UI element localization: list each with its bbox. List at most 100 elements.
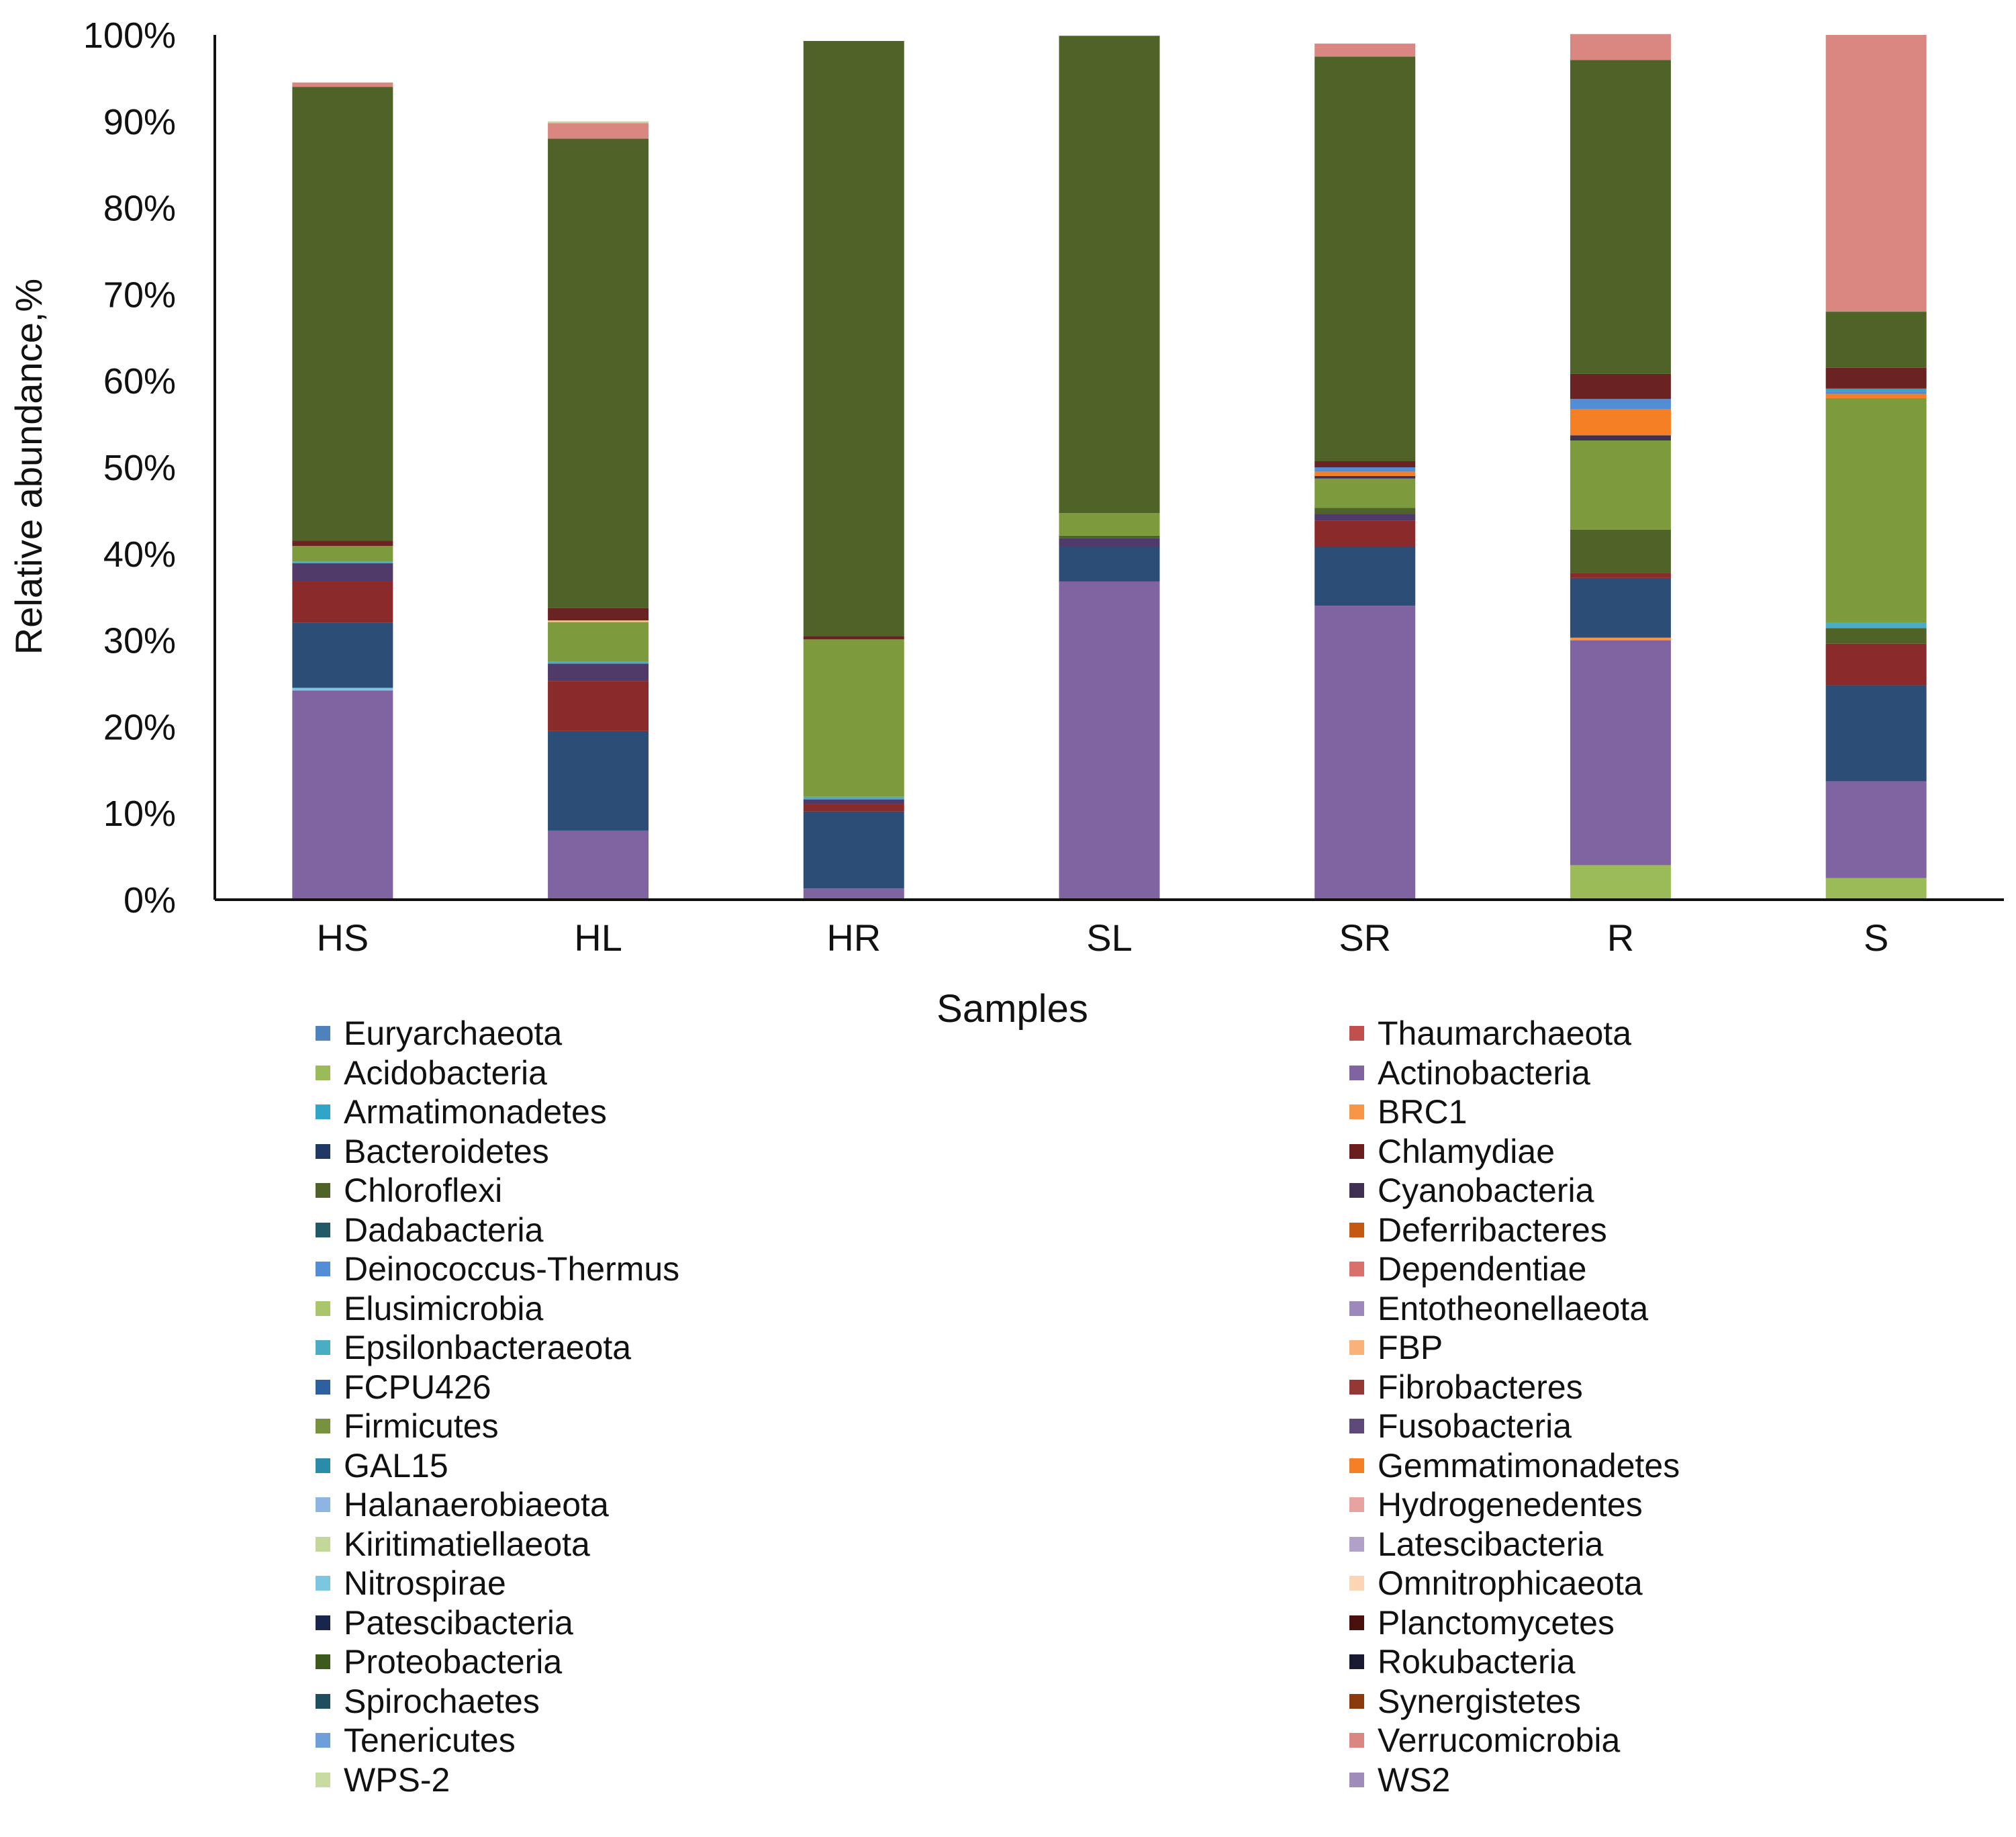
bar-segment-gemmatimonadetes — [1314, 471, 1416, 476]
bar-segment-fusobacteria — [292, 563, 393, 582]
legend-swatch — [316, 1615, 330, 1630]
bar-segment-acidobacteria — [1570, 865, 1671, 900]
legend-swatch — [316, 1497, 330, 1513]
bar-segment-chlamydiae — [1825, 367, 1927, 389]
legend-item: Verrucomicrobia — [1349, 1721, 1680, 1760]
legend-item: Chlamydiae — [1349, 1132, 1680, 1172]
legend-label: Epsilonbacteraeota — [344, 1329, 632, 1367]
legend-item: Nitrospirae — [316, 1564, 679, 1603]
legend-label: Firmicutes — [344, 1407, 499, 1446]
bar-segment-proteobacteria — [803, 41, 904, 637]
bar-stack-s — [1825, 35, 1927, 900]
bar-segment-armatimonadetes — [1825, 388, 1927, 391]
legend-swatch — [316, 1301, 330, 1316]
legend-item: Cyanobacteria — [1349, 1171, 1680, 1211]
bar-segment-bacteroidetes — [1825, 685, 1927, 782]
bar-segment-chlamydiae — [548, 608, 649, 620]
bar-segment-fusobacteria — [548, 663, 649, 681]
legend-label: Dependentiae — [1378, 1250, 1587, 1288]
bar-segment-epsilonbacteraeota — [292, 561, 393, 563]
bar-stack-hl — [548, 121, 649, 900]
y-axis-label: Relative abundance,% — [7, 279, 50, 655]
bar-segment-firmicutes — [1825, 397, 1927, 623]
legend-swatch — [1349, 1458, 1364, 1473]
legend-swatch — [316, 1419, 330, 1434]
bar-segment-bacteroidetes — [292, 622, 393, 688]
bar-segment-bacteroidetes — [548, 731, 649, 831]
legend-swatch — [1349, 1026, 1364, 1041]
legend-label: Proteobacteria — [344, 1643, 563, 1681]
legend-swatch — [316, 1576, 330, 1591]
legend-item: Deferribacteres — [1349, 1211, 1680, 1250]
bar-segment-actinobacteria — [292, 690, 393, 900]
legend-swatch — [316, 1026, 330, 1041]
legend-swatch — [1349, 1301, 1364, 1316]
legend-swatch — [1349, 1576, 1364, 1591]
legend-item: Patescibacteria — [316, 1603, 679, 1643]
bar-segment-actinobacteria — [1825, 781, 1927, 878]
bar-stack-sr — [1314, 43, 1416, 900]
y-tick-label: 70% — [103, 275, 176, 315]
legend-label: Fusobacteria — [1378, 1407, 1572, 1446]
legend-item: Dependentiae — [1349, 1250, 1680, 1289]
legend-label: Cyanobacteria — [1378, 1172, 1594, 1210]
bar-segment-fibrobacteres — [548, 681, 649, 731]
legend-item: Hydrogenedentes — [1349, 1485, 1680, 1525]
legend-swatch — [1349, 1104, 1364, 1120]
bar-segment-firmicutes — [548, 622, 649, 662]
bar-stack-hs — [292, 82, 393, 900]
legend-swatch — [1349, 1693, 1364, 1709]
x-tick-label: HL — [574, 916, 622, 959]
legend: Euryarchaeota Acidobacteria Armatimonadete… — [316, 1014, 1792, 1820]
legend-label: FCPU426 — [344, 1368, 491, 1406]
legend-label: Dadabacteria — [344, 1211, 544, 1249]
legend-item: GAL15 — [316, 1446, 679, 1486]
legend-item: Deinococcus-Thermus — [316, 1250, 679, 1289]
x-tick-label: HR — [826, 916, 881, 959]
legend-item: Spirochaetes — [316, 1682, 679, 1722]
legend-label: Chlamydiae — [1378, 1132, 1555, 1170]
bar-stack-r — [1570, 34, 1671, 900]
legend-swatch — [316, 1379, 330, 1395]
bars-layer — [292, 34, 1927, 900]
legend-label: Actinobacteria — [1378, 1053, 1590, 1092]
legend-item: Halanaerobiaeota — [316, 1485, 679, 1525]
legend-label: Halanaerobiaeota — [344, 1486, 609, 1524]
legend-label: Spirochaetes — [344, 1682, 540, 1720]
legend-label: Deferribacteres — [1378, 1211, 1607, 1249]
legend-label: Synergistetes — [1378, 1682, 1581, 1720]
legend-swatch — [1349, 1536, 1364, 1552]
legend-swatch — [1349, 1654, 1364, 1670]
bar-segment-gemmatimonadetes — [1825, 393, 1927, 398]
legend-swatch — [316, 1340, 330, 1356]
legend-item: Latescibacteria — [1349, 1525, 1680, 1564]
bar-segment-proteobacteria — [548, 138, 649, 608]
bar-stack-hr — [803, 41, 904, 900]
legend-label: Chloroflexi — [344, 1172, 503, 1210]
x-axis-label: Samples — [937, 987, 1088, 1031]
y-tick-label: 100% — [83, 15, 176, 56]
legend-item: Armatimonadetes — [316, 1092, 679, 1132]
legend-label: Fibrobacteres — [1378, 1368, 1583, 1406]
legend-swatch — [316, 1262, 330, 1277]
bar-segment-proteobacteria — [292, 87, 393, 541]
bar-segment-firmicutes — [803, 639, 904, 797]
bar-segment-chlamydiae — [1570, 373, 1671, 399]
bar-segment-kiritimatiellaeota — [548, 121, 649, 124]
bar-segment-proteobacteria — [1570, 60, 1671, 374]
bar-segment-proteobacteria — [1825, 312, 1927, 368]
legend-label: Hydrogenedentes — [1378, 1486, 1643, 1524]
bar-segment-fibrobacteres — [803, 804, 904, 812]
y-tick-label: 50% — [103, 448, 176, 488]
legend-label: Thaumarchaeota — [1378, 1015, 1632, 1053]
bar-segment-bacteroidetes — [1059, 547, 1160, 582]
y-tick-label: 40% — [103, 534, 176, 575]
legend-label: BRC1 — [1378, 1093, 1468, 1131]
bar-segment-chloroflexi — [1570, 529, 1671, 573]
bar-segment-bacteroidetes — [1314, 547, 1416, 606]
legend-item: WPS-2 — [316, 1760, 679, 1800]
bar-segment-verrucomicrobia — [1570, 34, 1671, 60]
legend-swatch — [1349, 1065, 1364, 1080]
bar-segment-fusobacteria — [1314, 514, 1416, 521]
